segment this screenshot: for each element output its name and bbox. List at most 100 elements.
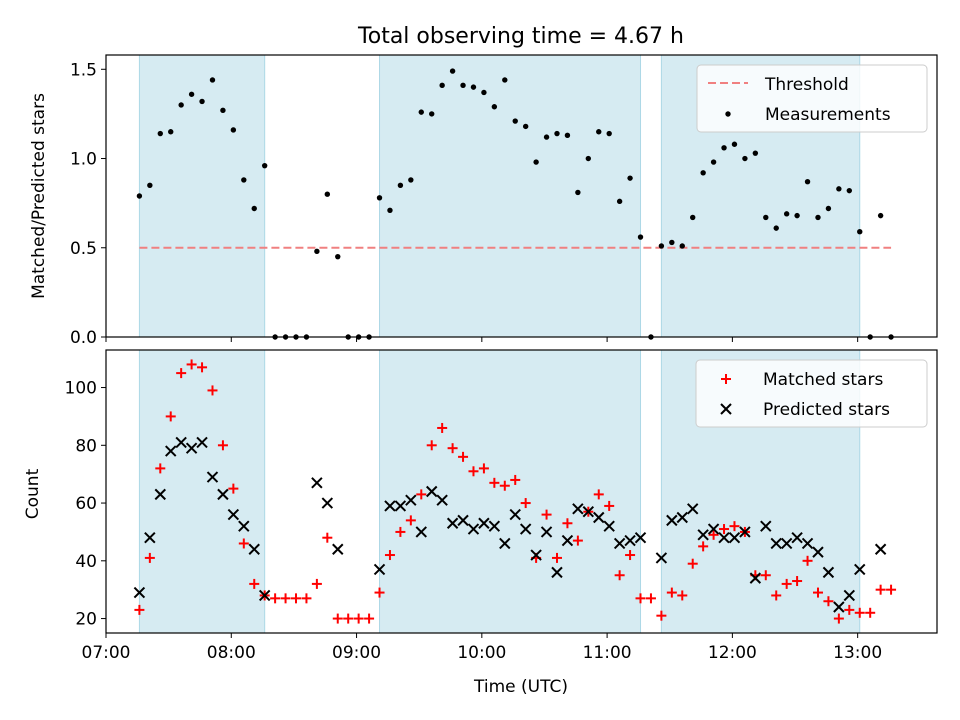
matched-star-point [280,593,291,604]
matched-star-point [489,477,500,488]
predicted-star-point [436,494,448,506]
predicted-star-point [780,537,793,550]
measurement-point [387,207,393,213]
predicted-star-point [133,586,146,599]
cross-b [551,566,563,579]
cross-b [687,503,699,515]
cross-b [697,529,709,541]
measurement-point [804,179,811,185]
cross-b [812,546,824,558]
predicted-star-point [467,523,480,535]
measurement-point [376,195,383,201]
measurement-point [700,170,706,176]
cross-b [655,552,668,564]
cross-b [572,503,584,515]
cross-b [519,523,532,535]
matched-star-point [812,587,823,598]
measurement-point [742,155,748,162]
x-axis-label: Time (UTC) [473,677,568,697]
cross-b [509,508,521,521]
measurement-point [491,104,498,110]
measurement-point [335,253,341,260]
matched-star-point [551,552,562,563]
matched-star-point [802,555,813,566]
cross-b [760,520,772,532]
cross-b [196,436,208,449]
matched-star-point [197,362,208,373]
cross-b [666,514,678,527]
measurement-point [470,84,477,90]
matched-star-point [447,443,458,454]
matched-star-point [249,578,260,589]
measurement-point [815,214,821,221]
x-tick-label: 09:00 [332,643,381,663]
predicted-star-point [478,517,490,529]
matched-star-point [291,593,302,604]
cross-b [613,537,626,550]
matched-star-point [614,570,625,581]
predicted-star-point [175,436,187,449]
x-tick-label: 08:00 [207,643,256,663]
measurement-point [690,214,696,221]
matched-star-point [207,385,218,396]
measurement-point [157,130,163,137]
predicted-star-point [655,552,668,564]
cross-b [478,517,490,529]
cross-b [720,403,732,415]
measurement-point [397,182,404,188]
matched-star-point [364,613,375,624]
measurement-point [637,234,644,240]
cross-b [436,494,448,506]
y-tick-label: 80 [75,436,97,456]
measurement-point [230,127,237,133]
cross-b [676,511,688,524]
matched-star-point [572,535,583,546]
matched-star-point [886,584,897,595]
measurement-point [658,243,665,249]
measurement-point [721,145,727,151]
predicted-star-point [760,520,772,532]
shaded-interval [379,350,641,633]
predicted-star-point [165,445,177,457]
matched-star-point [792,576,803,587]
cross-b [843,589,856,602]
measurement-point [616,198,623,205]
y-tick-label: 20 [75,610,97,630]
matched-star-point [228,483,239,494]
cross-b [321,497,334,509]
predicted-star-point [770,537,782,550]
predicted-star-point [415,526,427,538]
matched-star-point [875,584,886,595]
matched-star-point [656,610,667,621]
matched-star-point [322,532,333,543]
matched-star-point [301,593,312,604]
matched-star-point [134,604,145,615]
measurement-point [596,129,602,135]
measurement-point [763,214,769,221]
cross-b [227,508,240,521]
measurement-point [564,132,571,139]
predicted-star-point [196,436,208,449]
predicted-star-point [582,506,595,518]
matched-star-point [176,368,187,379]
matched-star-point [771,590,782,601]
matched-star-point [395,526,406,537]
matched-star-point [426,440,437,451]
measurement-point [460,82,466,89]
predicted-star-point [561,534,574,547]
matched-star-point [144,552,155,563]
matched-star-point [698,541,709,552]
measurement-point [209,77,216,83]
y-tick-label: 0.5 [70,239,97,259]
matched-star-point [311,578,322,589]
cross-b [394,500,407,512]
matched-star-point [238,538,249,549]
matched-star-point [405,515,416,526]
matched-star-point [844,604,855,615]
measurement-point [178,102,184,108]
measurement-point [606,130,612,137]
predicted-star-point [540,526,553,538]
predicted-star-point [238,520,250,532]
chart-title: Total observing time = 4.67 h [357,24,684,49]
